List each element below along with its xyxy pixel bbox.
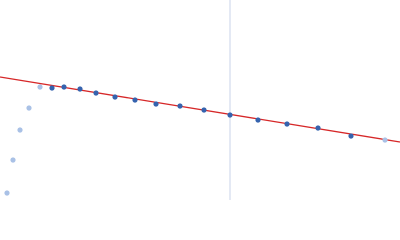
data-point — [17, 127, 23, 133]
data-point — [201, 107, 207, 113]
data-point — [315, 125, 321, 131]
fit-line — [0, 76, 400, 143]
data-point — [4, 190, 10, 196]
data-point — [382, 137, 388, 143]
data-point — [132, 97, 138, 103]
data-point — [37, 84, 43, 90]
data-point — [93, 90, 99, 96]
data-point — [10, 157, 16, 163]
data-point — [348, 133, 354, 139]
data-point — [77, 86, 83, 92]
data-point — [177, 103, 183, 109]
data-point — [112, 94, 118, 100]
data-point — [49, 85, 55, 91]
data-point — [153, 101, 159, 107]
chart — [0, 0, 400, 200]
data-point — [61, 84, 67, 90]
data-point — [255, 117, 261, 123]
data-point — [284, 121, 290, 127]
data-point — [26, 105, 32, 111]
data-point — [227, 112, 233, 118]
